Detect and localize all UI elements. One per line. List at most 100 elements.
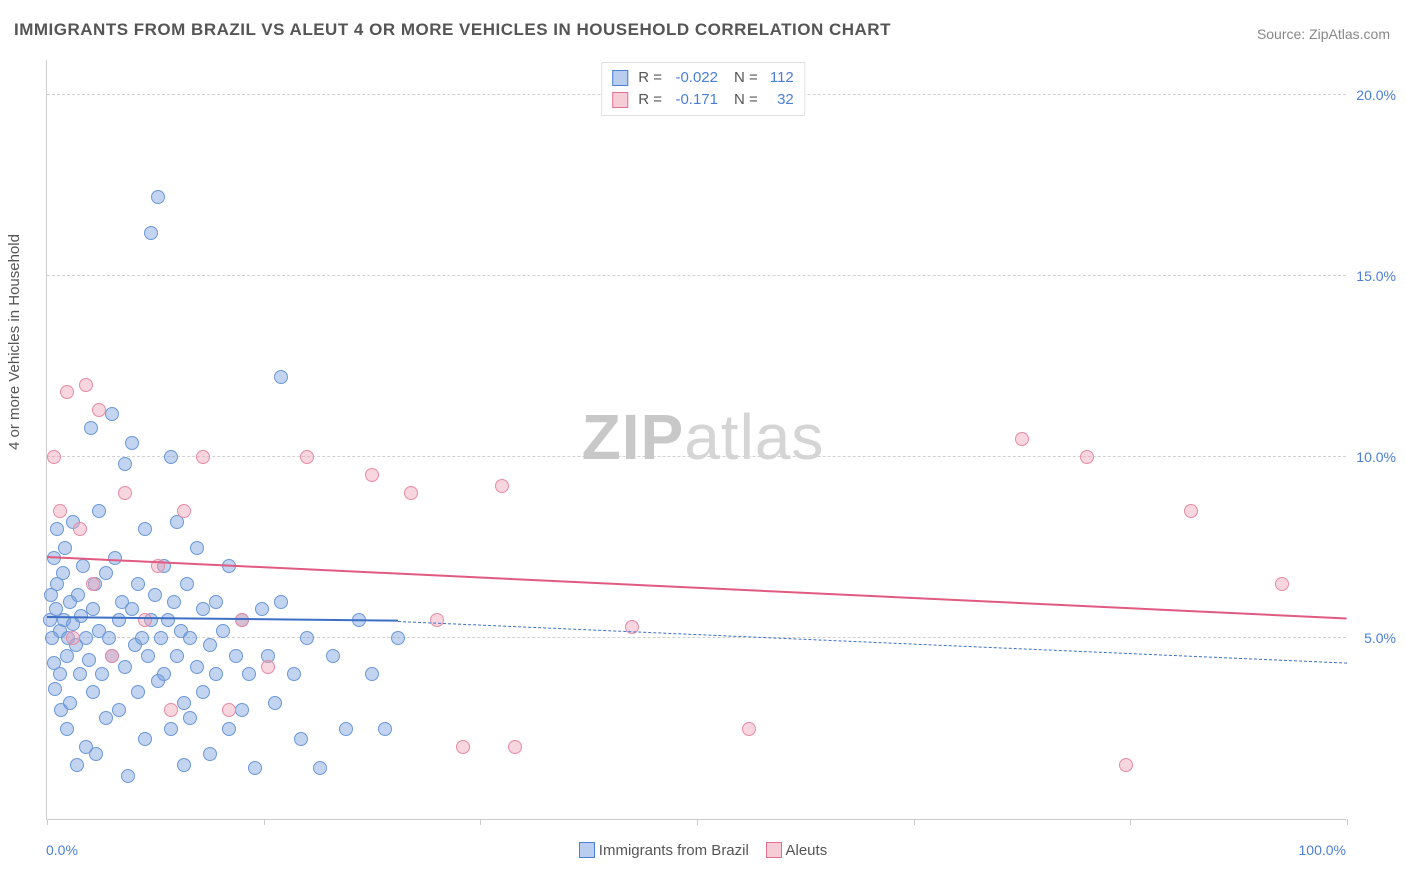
scatter-point [118,486,132,500]
scatter-point [203,747,217,761]
scatter-point [404,486,418,500]
scatter-point [138,732,152,746]
r-value: -0.022 [668,67,718,89]
scatter-point [47,450,61,464]
scatter-point [268,696,282,710]
scatter-point [164,450,178,464]
scatter-point [183,631,197,645]
x-tick [1347,819,1348,825]
scatter-point [144,226,158,240]
scatter-point [71,588,85,602]
scatter-point [48,682,62,696]
scatter-point [222,703,236,717]
scatter-point [391,631,405,645]
scatter-point [287,667,301,681]
scatter-point [53,667,67,681]
scatter-point [196,450,210,464]
legend-label: Immigrants from Brazil [599,842,749,859]
legend-stats-row: R = -0.022 N = 112 [612,67,794,89]
scatter-point [105,649,119,663]
scatter-point [118,660,132,674]
scatter-point [86,602,100,616]
scatter-point [183,711,197,725]
scatter-point [1119,758,1133,772]
scatter-point [216,624,230,638]
scatter-point [73,667,87,681]
n-value: 32 [764,89,794,111]
trendline [47,616,398,622]
x-tick [47,819,48,825]
scatter-point [148,588,162,602]
source-attribution: Source: ZipAtlas.com [1257,26,1390,42]
scatter-point [508,740,522,754]
scatter-point [177,504,191,518]
scatter-point [190,541,204,555]
legend-swatch [579,842,595,858]
scatter-point [1015,432,1029,446]
scatter-point [180,577,194,591]
scatter-point [326,649,340,663]
scatter-point [112,703,126,717]
scatter-point [170,649,184,663]
scatter-point [89,747,103,761]
scatter-point [141,649,155,663]
scatter-point [102,631,116,645]
scatter-point [742,722,756,736]
scatter-point [261,660,275,674]
scatter-point [203,638,217,652]
legend-swatch [612,92,628,108]
scatter-point [255,602,269,616]
legend-swatch [612,70,628,86]
scatter-point [161,613,175,627]
scatter-point [82,653,96,667]
scatter-point [167,595,181,609]
legend-stats-box: R = -0.022 N = 112R = -0.171 N = 32 [601,62,805,116]
scatter-point [430,613,444,627]
scatter-point [229,649,243,663]
scatter-point [222,722,236,736]
scatter-point [92,504,106,518]
scatter-point [177,758,191,772]
n-label: N = [734,89,758,111]
scatter-point [99,566,113,580]
legend-bottom: Immigrants from Brazil Aleuts [0,842,1406,859]
gridline [47,275,1346,276]
scatter-point [50,522,64,536]
r-label: R = [638,67,662,89]
scatter-point [60,722,74,736]
gridline [47,456,1346,457]
scatter-point [209,595,223,609]
x-tick [697,819,698,825]
y-tick-label: 10.0% [1352,449,1396,465]
scatter-point [1275,577,1289,591]
n-value: 112 [764,67,794,89]
scatter-point [300,450,314,464]
scatter-point [99,711,113,725]
scatter-point [157,667,171,681]
scatter-point [56,566,70,580]
scatter-point [95,667,109,681]
scatter-point [235,703,249,717]
scatter-point [135,631,149,645]
y-axis-label: 4 or more Vehicles in Household [6,234,23,450]
scatter-point [76,559,90,573]
scatter-point [53,504,67,518]
y-tick-label: 20.0% [1352,87,1396,103]
scatter-point [92,403,106,417]
scatter-point [131,685,145,699]
scatter-point [248,761,262,775]
scatter-point [154,631,168,645]
scatter-point [125,602,139,616]
x-tick [480,819,481,825]
scatter-point [190,660,204,674]
scatter-point [86,577,100,591]
scatter-point [60,385,74,399]
n-label: N = [734,67,758,89]
r-value: -0.171 [668,89,718,111]
x-tick [264,819,265,825]
scatter-point [138,522,152,536]
scatter-point [456,740,470,754]
scatter-point [70,758,84,772]
scatter-point [112,613,126,627]
scatter-point [79,631,93,645]
